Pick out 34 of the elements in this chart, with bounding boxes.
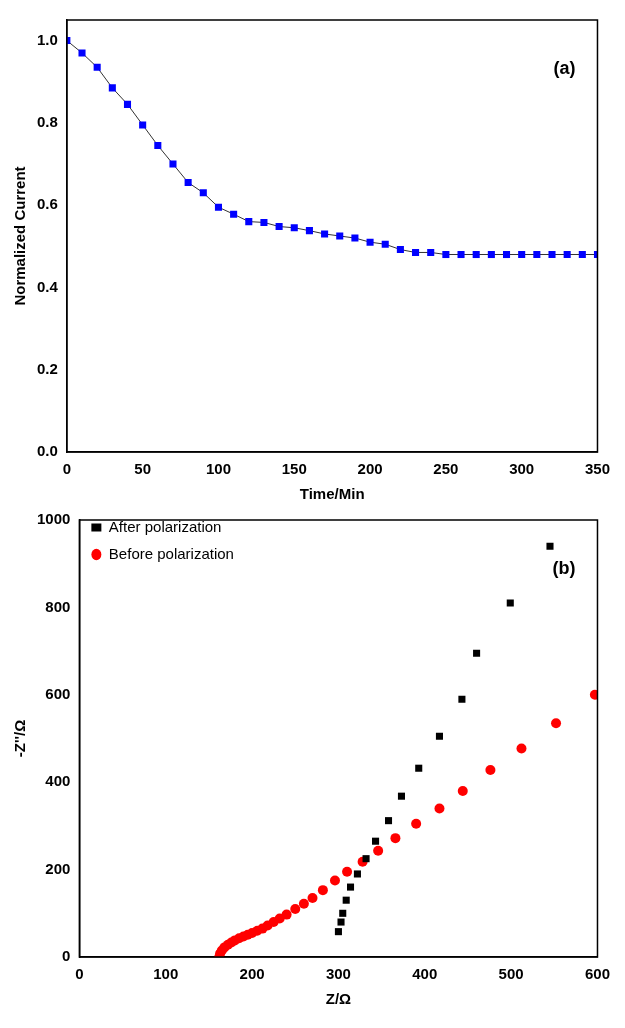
x-tick-label: 350 — [584, 460, 610, 478]
legend-label: Before polarization — [108, 544, 234, 562]
x-tick-label: 250 — [433, 460, 459, 478]
y-tick-label: 200 — [45, 859, 71, 877]
y-axis-title: Normalized Current — [11, 166, 29, 306]
legend-label: After polarization — [108, 517, 222, 535]
x-axis-title: Z/Ω — [325, 990, 352, 1008]
y-tick-label: 1000 — [36, 510, 71, 528]
x-tick-label: 400 — [412, 965, 438, 983]
y-axis-title: -Z''/Ω — [11, 719, 29, 758]
x-tick-label: 600 — [584, 965, 610, 983]
y-tick-label: 0.6 — [36, 195, 58, 213]
y-tick-label: 0.2 — [36, 359, 58, 377]
x-tick-label: 0 — [75, 965, 84, 983]
x-tick-label: 300 — [509, 460, 535, 478]
x-axis-title: Time/Min — [299, 485, 365, 503]
x-tick-label: 200 — [239, 965, 265, 983]
y-tick-label: 600 — [45, 684, 71, 702]
y-tick-label: 400 — [45, 772, 71, 790]
x-tick-label: 100 — [153, 965, 179, 983]
y-tick-label: 1.0 — [36, 30, 58, 48]
annotation: (a) — [553, 57, 576, 78]
x-tick-label: 150 — [281, 460, 307, 478]
y-tick-label: 800 — [45, 597, 71, 615]
y-tick-label: 0.0 — [36, 442, 58, 460]
y-tick-label: 0.8 — [36, 113, 58, 130]
x-tick-label: 200 — [357, 460, 383, 478]
y-tick-label: 0 — [62, 947, 71, 965]
x-tick-label: 50 — [134, 460, 151, 478]
x-tick-label: 500 — [498, 965, 524, 983]
x-tick-label: 300 — [325, 965, 351, 983]
y-tick-label: 0.4 — [36, 277, 59, 295]
annotation: (b) — [552, 557, 576, 578]
x-tick-label: 100 — [205, 460, 231, 478]
